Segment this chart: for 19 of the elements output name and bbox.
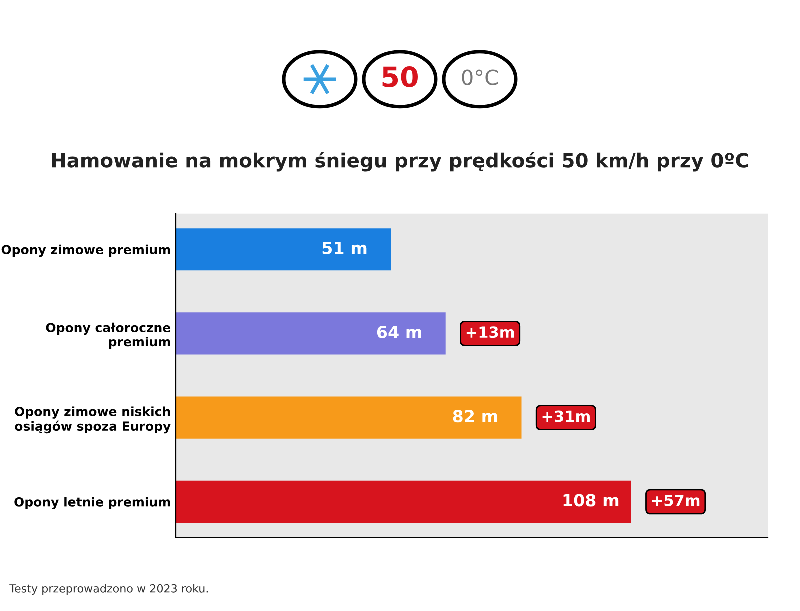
bar [176,312,446,355]
y-tick-label: Opony zimowe niskich osiągów spoza Europy [15,406,171,434]
bar [176,396,522,439]
data-label: 64 m [377,326,422,339]
data-label: 51 m [322,242,367,254]
y-tick-label: Opony całoroczne premium [46,322,171,350]
annotation: +57m [652,495,700,506]
annotation: +13m [466,326,514,338]
bar [176,228,392,271]
y-tick-label: Opony letnie premium [14,497,170,510]
text: Testy przeprowadzono w 2023 roku. [10,584,208,595]
data-label: 82 m [453,410,498,423]
text: 50 [382,66,418,88]
y-tick-label: Opony zimowe premium [2,244,170,258]
chart-title: Hamowanie na mokrym śniegu przy prędkości 50 km/h przy 0ºC [52,152,748,172]
annotation: +31m [542,410,590,422]
data-label: 108 m [564,494,619,507]
bar [176,480,632,523]
text: 0°C [462,70,498,86]
